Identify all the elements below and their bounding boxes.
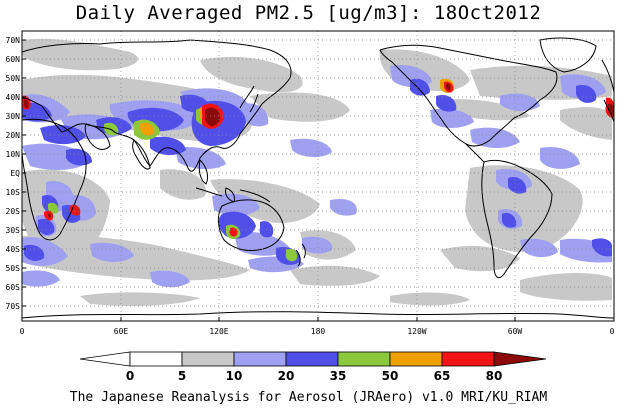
pm25-level-80-plus	[24, 83, 614, 218]
lon-label: 120E	[209, 327, 228, 336]
lat-label: 30S	[6, 226, 21, 235]
lat-label: 20S	[6, 207, 21, 216]
lat-label: 50N	[6, 74, 21, 83]
colorbar-tick: 10	[226, 369, 243, 383]
lon-label: 60W	[508, 327, 523, 336]
colorbar-tick: 20	[278, 369, 295, 383]
lat-label: 60S	[6, 283, 21, 292]
pm25-field	[22, 38, 614, 306]
lat-label: 70S	[6, 302, 21, 311]
latitude-ticks	[22, 39, 26, 307]
colorbar-bin-65-80	[441, 351, 495, 367]
colorbar-tick: 80	[486, 369, 503, 383]
lon-label: 180	[311, 327, 326, 336]
colorbar-tick: 65	[434, 369, 451, 383]
lon-label: 0	[20, 327, 25, 336]
colorbar-bin-50-65	[389, 351, 443, 367]
lat-label: 20N	[6, 131, 21, 140]
colorbar-bin-5-10	[181, 351, 235, 367]
footer-credit: The Japanese Reanalysis for Aerosol (JRA…	[69, 390, 548, 405]
colorbar-tick: 50	[382, 369, 399, 383]
map-gridlines	[22, 31, 614, 321]
lon-label: 0	[610, 327, 615, 336]
colorbar-bin-35-50	[337, 351, 391, 367]
lat-label: 10S	[6, 188, 21, 197]
lat-label: 70N	[6, 36, 21, 45]
colorbar-tick: 5	[178, 369, 186, 383]
lat-label: 50S	[6, 264, 21, 273]
map-title: Daily Averaged PM2.5 [ug/m3]: 18Oct2012	[75, 2, 542, 24]
lat-label: 60N	[6, 55, 21, 64]
lat-label: 40S	[6, 245, 21, 254]
colorbar-tick: 0	[126, 369, 134, 383]
lon-label: 60E	[114, 327, 129, 336]
lat-label: 40N	[6, 93, 21, 102]
longitude-ticks	[120, 317, 516, 321]
lat-label: 30N	[6, 112, 21, 121]
lon-label: 120W	[407, 327, 426, 336]
colorbar-tick: 35	[330, 369, 347, 383]
lat-label: EQ	[10, 169, 20, 178]
colorbar-max-triangle	[493, 351, 547, 367]
latitude-axis: 70N 60N 50N 40N 30N 20N 10N EQ 10S 20S 3…	[6, 36, 21, 311]
longitude-axis: 0 60E 120E 180 120W 60W 0	[20, 327, 615, 336]
coastlines	[21, 37, 615, 319]
colorbar-min-triangle	[79, 351, 131, 367]
lat-label: 10N	[6, 150, 21, 159]
colorbar-bin-0-5	[129, 351, 183, 367]
colorbar-bin-10-20	[233, 351, 287, 367]
colorbar: 0 5 10 20 35 50 65 80	[79, 351, 547, 383]
colorbar-bin-20-35	[285, 351, 339, 367]
